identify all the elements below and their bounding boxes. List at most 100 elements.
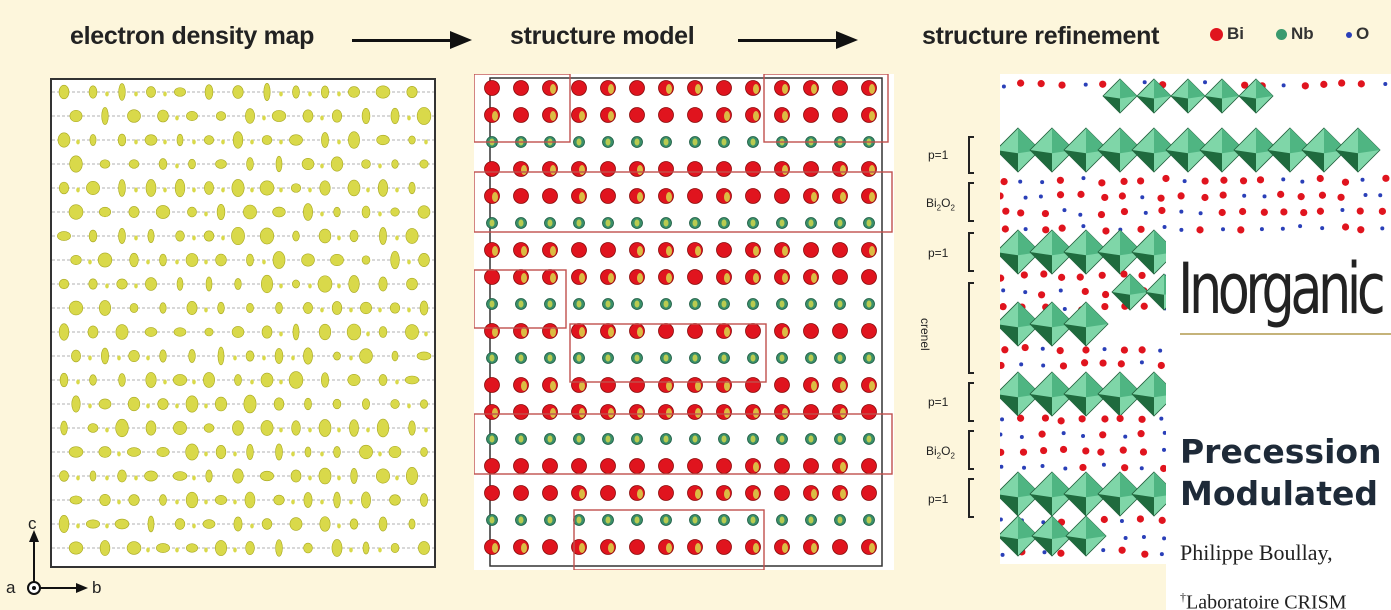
octahedron <box>1102 78 1138 114</box>
density-blob <box>361 491 371 509</box>
octahedron-face-dark <box>1098 394 1120 416</box>
density-blob <box>99 159 111 169</box>
bi-atom <box>1157 361 1165 370</box>
density-overlay <box>866 219 872 227</box>
octahedron <box>1131 371 1177 417</box>
density-overlay <box>750 516 756 524</box>
density-blob <box>301 158 315 170</box>
density-blob-small <box>279 427 283 433</box>
density-overlay <box>608 408 614 418</box>
density-blob <box>347 373 361 387</box>
o-atom <box>1123 434 1128 439</box>
density-blob <box>246 444 254 460</box>
bi-atom <box>600 377 616 393</box>
bi-atom <box>1059 362 1068 370</box>
density-blob-small <box>279 91 283 97</box>
octahedron <box>1335 127 1381 173</box>
density-blob <box>71 395 81 413</box>
density-blob <box>186 301 198 315</box>
octahedron-face-dark <box>1098 150 1120 172</box>
density-overlay <box>666 381 672 391</box>
density-blob-small <box>88 259 92 265</box>
density-blob <box>59 372 69 388</box>
density-blob <box>232 131 244 149</box>
density-overlay <box>724 111 730 121</box>
density-blob <box>185 253 199 267</box>
density-blob <box>375 468 391 484</box>
o-atom <box>1380 226 1385 231</box>
density-blob <box>59 470 69 482</box>
octahedron-face-dark <box>1030 394 1052 416</box>
bi-atom <box>774 485 790 501</box>
octahedron-face-dark <box>1166 150 1188 172</box>
o-atom <box>1001 84 1006 89</box>
octahedron <box>1000 515 1039 557</box>
density-blob-small <box>308 283 312 289</box>
density-overlay <box>550 408 556 418</box>
bi-atom <box>1219 191 1227 199</box>
density-overlay <box>695 543 701 553</box>
bi-atom <box>629 377 645 393</box>
density-overlay <box>579 408 585 418</box>
bi-atom <box>1158 206 1166 215</box>
bi-atom <box>484 80 500 96</box>
density-overlay <box>547 300 553 308</box>
density-blob-small <box>105 427 109 433</box>
density-blob-small <box>320 163 324 169</box>
density-blob <box>86 181 100 195</box>
o-atom <box>1143 210 1148 215</box>
side-label-bi2o2-b: Bi2O2 <box>926 444 955 461</box>
density-blob <box>289 517 303 531</box>
density-blob-small <box>378 211 382 217</box>
arrow-2-line <box>738 39 838 42</box>
octahedron-face-mid <box>1086 302 1108 328</box>
density-blob <box>68 446 84 458</box>
density-overlay <box>579 327 585 337</box>
density-overlay <box>547 435 553 443</box>
density-overlay <box>547 219 553 227</box>
density-blob-small <box>175 163 179 169</box>
density-blob <box>68 204 84 220</box>
density-blob <box>261 274 273 294</box>
density-blob-small <box>250 187 254 193</box>
density-blob <box>205 469 213 483</box>
density-overlay <box>608 327 614 337</box>
o-atom <box>1363 192 1368 197</box>
density-blob <box>389 494 401 506</box>
bi-atom <box>571 458 587 474</box>
octahedron-face-mid <box>1358 128 1380 154</box>
density-blob <box>155 205 171 219</box>
density-overlay <box>753 543 759 553</box>
o-atom <box>1383 82 1388 87</box>
density-blob-small <box>204 547 208 553</box>
bi-atom <box>1000 361 1005 370</box>
density-blob <box>156 447 170 457</box>
density-overlay <box>579 543 585 553</box>
density-overlay <box>753 489 759 499</box>
density-blob <box>187 206 197 218</box>
density-blob-small <box>279 283 283 289</box>
layer-box <box>569 323 767 383</box>
density-blob <box>275 443 283 461</box>
density-blob <box>88 229 98 243</box>
density-blob-small <box>320 115 324 121</box>
density-blob-small <box>262 355 266 361</box>
bi-atom <box>1097 448 1105 456</box>
density-blob <box>304 397 312 411</box>
density-blob <box>331 539 343 557</box>
density-blob <box>416 351 432 361</box>
density-blob <box>175 230 185 242</box>
density-blob <box>217 346 225 366</box>
density-blob-small <box>424 331 428 337</box>
octahedron-face-dark <box>1132 252 1154 274</box>
bi-atom <box>832 539 848 555</box>
octahedron-face-dark <box>1205 96 1222 113</box>
density-blob <box>349 518 359 530</box>
density-blob-small <box>163 379 167 385</box>
density-overlay <box>579 192 585 202</box>
bi-atom <box>1280 208 1288 216</box>
bi-atom <box>1239 177 1248 185</box>
bi-atom <box>1177 192 1185 200</box>
octahedron <box>1131 229 1177 275</box>
density-frame <box>50 78 436 568</box>
